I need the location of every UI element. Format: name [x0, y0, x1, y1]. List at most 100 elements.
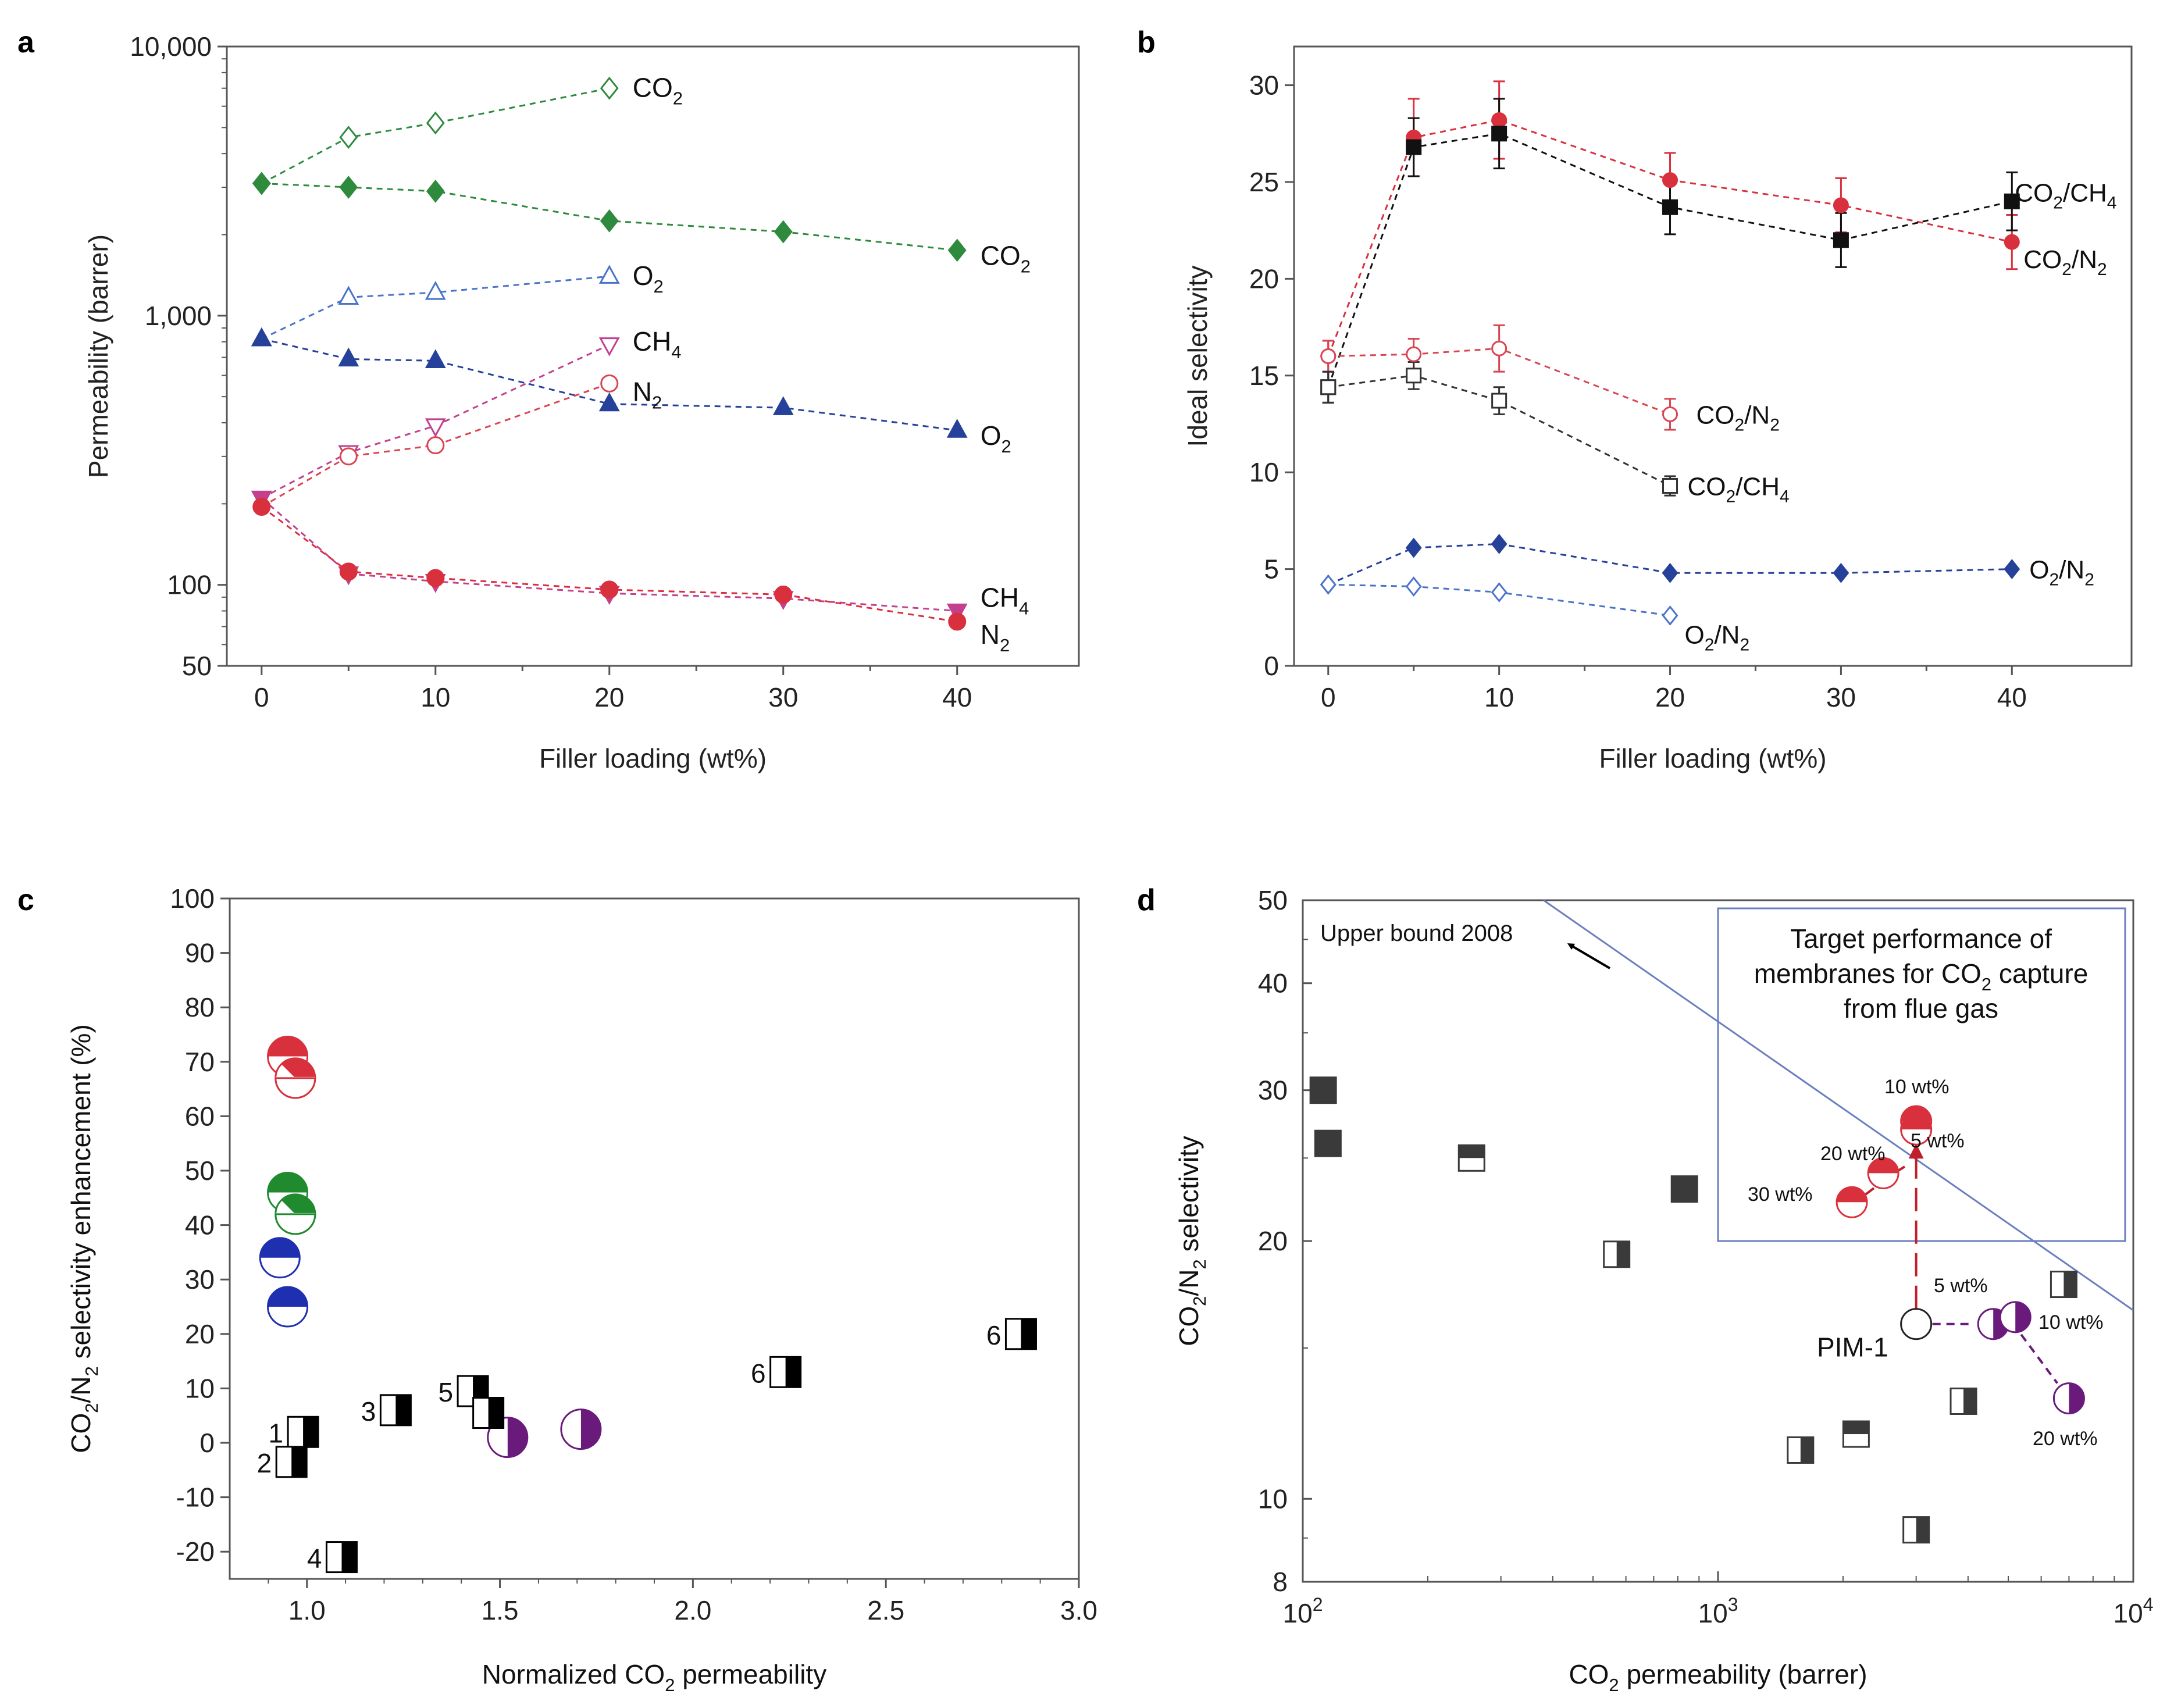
data-point	[1842, 1420, 1870, 1448]
point-half-fill	[1901, 1114, 1931, 1130]
data-point	[425, 418, 446, 438]
point-half-fill	[1021, 1318, 1036, 1349]
data-point	[2004, 559, 2020, 579]
point-half-fill	[1868, 1158, 1899, 1174]
series-line	[261, 506, 957, 623]
series-label: CO2/N2	[2023, 245, 2107, 279]
data-point	[1902, 1516, 1930, 1544]
point-label: 3	[361, 1396, 376, 1427]
data-point	[338, 286, 359, 305]
series-line	[261, 344, 610, 499]
y-tick-label: 60	[185, 1101, 215, 1131]
series-line	[261, 497, 957, 612]
data-point	[772, 396, 794, 415]
data-point	[339, 447, 358, 466]
data-point	[1867, 1157, 1899, 1189]
point-label: 4	[307, 1543, 322, 1574]
panel-c: c1.0 1.5 2.0 2.5 3.01009080706050403020100-1…	[17, 883, 1097, 1695]
x-tick-label: 10	[1484, 682, 1514, 712]
series-line	[1327, 119, 2012, 357]
y-tick-label: 0	[1264, 651, 1279, 681]
y-tick-label: 50	[1258, 885, 1288, 915]
data-point	[1004, 1318, 1037, 1350]
y-tick-label: 10	[185, 1373, 215, 1403]
data-point	[1405, 537, 1422, 558]
point-half-fill	[341, 1542, 357, 1572]
data-point	[1320, 574, 1337, 595]
y-tick-label: 1,000	[145, 301, 212, 331]
point-square	[1314, 1129, 1342, 1157]
x-axis-label: Normalized CO2 permeability	[482, 1659, 826, 1695]
y-tick-label: 20	[185, 1319, 215, 1349]
y-tick-label: 80	[185, 992, 215, 1022]
series-label: O2/N2	[2029, 556, 2094, 590]
data-point	[598, 265, 620, 284]
panel-letter: d	[1137, 883, 1156, 917]
point-half-fill	[268, 1172, 308, 1193]
point-half-empty	[275, 1213, 316, 1235]
point-half-fill	[268, 1287, 308, 1307]
data-point	[1833, 562, 1849, 583]
point-label: 2	[257, 1448, 272, 1478]
data-point	[946, 603, 968, 623]
data-point	[426, 111, 445, 135]
point-half-fill	[2015, 1301, 2031, 1332]
series-line	[261, 275, 610, 340]
y-axis-label: Permeability (barrer)	[83, 234, 113, 478]
point-half-fill	[291, 1446, 307, 1477]
pim1-label: PIM-1	[1817, 1332, 1888, 1363]
point-half-fill	[1616, 1241, 1630, 1267]
data-point	[1309, 1076, 1337, 1104]
data-point	[1836, 1186, 1868, 1218]
data-point	[600, 76, 619, 100]
point-label: 5 wt%	[1911, 1130, 1965, 1152]
point-half-fill	[268, 1036, 308, 1057]
plot-frame	[1293, 45, 2133, 667]
guide-arrow-red	[1908, 1143, 1924, 1159]
data-point	[1491, 112, 1507, 128]
data-point	[325, 1541, 358, 1574]
point-half-fill	[260, 1238, 300, 1258]
series-label: CO2/CH4	[1688, 472, 1790, 506]
data-point	[275, 1057, 316, 1099]
data-point	[774, 220, 793, 244]
panel-a: a 0 10 20 30 40 10,000 1,000 100 50 Filler loading…	[17, 26, 1080, 773]
y-tick-label: 10,000	[130, 31, 212, 62]
data-point	[560, 1409, 602, 1450]
point-half-fill	[2063, 1271, 2077, 1297]
y-tick-label: 50	[185, 1156, 215, 1186]
point-half-fill	[1837, 1187, 1867, 1203]
point-label: 6	[751, 1358, 766, 1388]
data-point	[600, 209, 619, 233]
data-point	[1405, 576, 1422, 597]
upper-bound-label: Upper bound 2008	[1320, 921, 1513, 946]
data-point	[426, 179, 445, 203]
data-point	[339, 562, 358, 581]
data-point	[1900, 1113, 1933, 1146]
y-tick-label: 100	[170, 883, 215, 914]
y-tick-label: 25	[1249, 167, 1279, 197]
y-tick-label: 8	[1273, 1567, 1288, 1597]
data-point	[1491, 582, 1507, 602]
data-point	[598, 337, 620, 356]
point-half-fill	[580, 1409, 601, 1449]
data-point	[1662, 605, 1678, 626]
x-tick-label: 2.5	[867, 1595, 904, 1625]
data-point	[251, 327, 272, 347]
data-point	[1662, 406, 1678, 422]
data-point	[1491, 393, 1507, 409]
x-tick-label: 0	[254, 682, 269, 712]
data-point	[275, 1193, 316, 1235]
x-tick-label: 20	[1655, 682, 1685, 712]
x-axis-label: CO2 permeability (barrer)	[1569, 1659, 1867, 1695]
target-box-line: from flue gas	[1844, 993, 1998, 1024]
upper-bound-arrow	[1567, 943, 1611, 969]
point-label: 1	[268, 1418, 283, 1448]
data-point	[1406, 346, 1422, 362]
series-label: N2	[633, 376, 662, 412]
x-tick-label: 1.0	[288, 1595, 326, 1625]
x-tick-label: 2.0	[674, 1595, 711, 1625]
point-half-fill	[1916, 1517, 1929, 1543]
point-label: 5 wt%	[1934, 1275, 1988, 1297]
y-tick-label: 20	[1258, 1226, 1288, 1256]
